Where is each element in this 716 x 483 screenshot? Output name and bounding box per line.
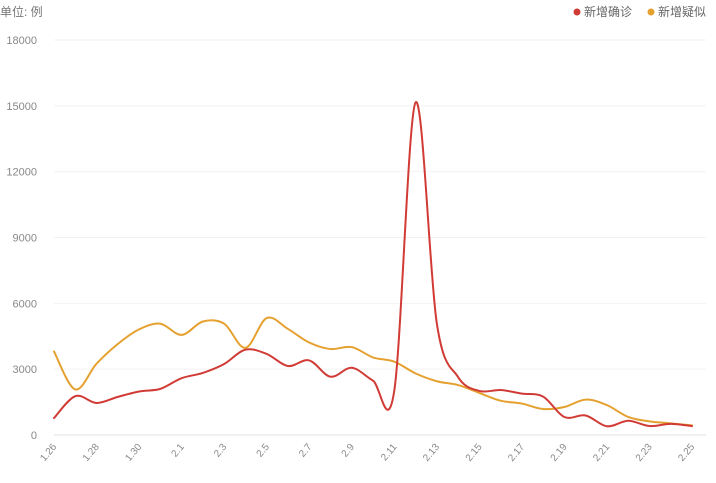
- legend-marker-suspected: [647, 8, 655, 16]
- x-tick-label: 2.5: [255, 442, 273, 460]
- x-tick-label: 2.19: [549, 442, 570, 464]
- unit-label: 单位: 例: [0, 4, 43, 19]
- y-tick-label: 0: [31, 430, 37, 442]
- x-tick-label: 2.9: [340, 442, 358, 460]
- y-tick-label: 6000: [13, 298, 37, 310]
- x-axis: 1.26 1.28 1.30 2.1 2.3 2.5 2.7 2.9 2.11 2.13 2.15 2…: [38, 442, 697, 464]
- x-tick-label: 2.25: [676, 442, 697, 464]
- legend[interactable]: 新增确诊 新增疑似: [573, 4, 707, 19]
- series-line-confirmed: [53, 101, 693, 428]
- grid-lines: [54, 39, 706, 436]
- legend-item-confirmed[interactable]: 新增确诊: [573, 4, 633, 19]
- series-lines: [53, 101, 693, 428]
- y-tick-label: 15000: [6, 101, 37, 113]
- x-tick-label: 1.30: [123, 442, 144, 464]
- series-line-suspected: [53, 316, 693, 427]
- x-tick-label: 2.15: [464, 442, 485, 464]
- y-tick-label: 18000: [6, 35, 37, 47]
- x-tick-label: 2.1: [170, 442, 188, 460]
- y-tick-label: 9000: [13, 233, 37, 245]
- x-tick-label: 2.7: [297, 442, 315, 460]
- x-tick-label: 2.21: [591, 442, 612, 464]
- legend-marker-confirmed: [573, 8, 581, 16]
- legend-label-confirmed: 新增确诊: [584, 4, 632, 19]
- x-tick-label: 2.13: [421, 442, 442, 464]
- y-axis: 0 3000 6000 9000 12000 15000 18000: [6, 35, 37, 442]
- x-tick-label: 2.23: [634, 442, 655, 464]
- y-tick-label: 12000: [6, 167, 37, 179]
- x-tick-label: 2.3: [212, 442, 230, 460]
- x-tick-label: 2.11: [379, 442, 400, 464]
- x-tick-label: 1.28: [81, 442, 102, 464]
- x-tick-label: 1.26: [38, 442, 59, 464]
- legend-item-suspected[interactable]: 新增疑似: [647, 4, 707, 19]
- x-tick-label: 2.17: [506, 442, 527, 464]
- legend-label-suspected: 新增疑似: [658, 4, 706, 19]
- y-tick-label: 3000: [13, 364, 37, 376]
